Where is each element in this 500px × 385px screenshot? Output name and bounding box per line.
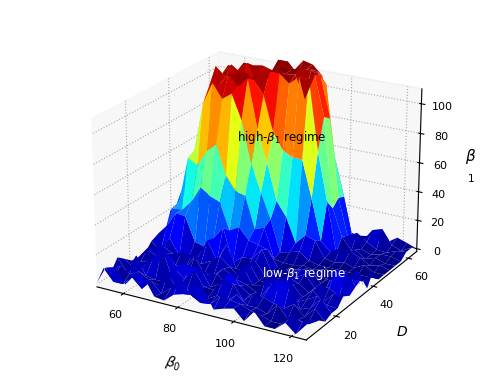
Text: low-$\beta_1$ regime: low-$\beta_1$ regime <box>262 265 346 282</box>
Text: high-$\beta_1$ regime: high-$\beta_1$ regime <box>236 129 326 146</box>
Y-axis label: D: D <box>397 325 407 340</box>
X-axis label: $\beta_0$: $\beta_0$ <box>164 353 184 374</box>
